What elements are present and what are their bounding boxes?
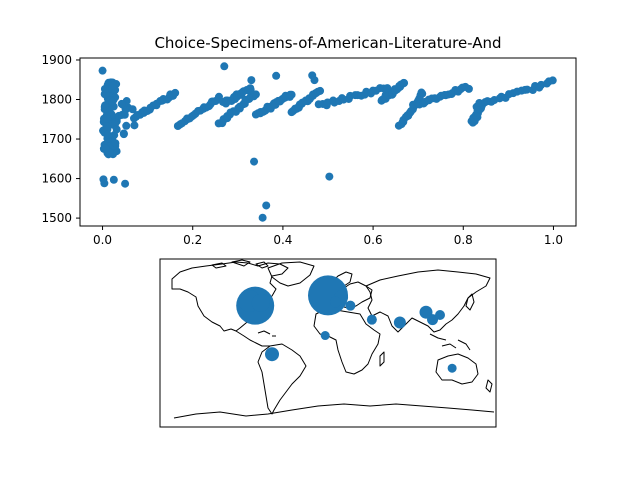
scatter-point (287, 90, 296, 99)
scatter-point (111, 139, 120, 148)
japan-coastline (465, 293, 475, 311)
map-bubble (447, 363, 457, 373)
scatter-point (247, 76, 256, 85)
map-bubble (265, 347, 279, 362)
scatter-point (548, 76, 557, 85)
scatter-point (310, 76, 319, 85)
scatter-point (272, 71, 281, 80)
map-bubble (345, 300, 356, 311)
scatter-point (98, 66, 107, 75)
y-tick-label: 1500 (41, 211, 72, 225)
y-axis-ticks: 1500 1600 1700 1800 1900 (41, 53, 80, 225)
arctic-islands (211, 259, 269, 269)
scatter-point (417, 88, 426, 97)
scatter-point (258, 213, 267, 222)
scatter-point (220, 62, 229, 71)
y-tick-label: 1700 (41, 132, 72, 146)
map-bubble (320, 331, 330, 341)
scatter-point (523, 85, 532, 94)
map-bubble (393, 316, 406, 329)
scatter-point (130, 121, 139, 130)
new-zealand-coastline (485, 379, 493, 393)
x-tick-label: 0.8 (454, 233, 473, 247)
scatter-point (103, 130, 112, 139)
madagascar-coastline (379, 351, 385, 367)
south-america-coastline (257, 343, 307, 415)
map-bubble (427, 314, 439, 326)
scatter-point (122, 121, 131, 130)
scatter-point (109, 175, 118, 184)
africa-coastline (313, 309, 381, 375)
x-tick-label: 1.0 (544, 233, 563, 247)
antarctica-coastline (173, 403, 495, 419)
southeast-asia-islands (429, 333, 471, 351)
scatter-point (108, 97, 117, 106)
world-map-chart (159, 258, 497, 428)
scatter-point (121, 179, 130, 188)
scatter-point (100, 179, 109, 188)
scatter-point (103, 114, 112, 123)
y-tick-label: 1800 (41, 93, 72, 107)
scatter-point (325, 172, 334, 181)
map-bubble (366, 314, 377, 325)
scatter-point (128, 105, 137, 114)
scatter-point (119, 129, 128, 138)
scatter-point (246, 84, 255, 93)
scatter-point (120, 110, 129, 119)
scatter-point (399, 78, 408, 87)
x-tick-label: 0.6 (364, 233, 383, 247)
australia-coastline (435, 353, 479, 385)
greenland-coastline (267, 261, 315, 287)
scatter-point (250, 157, 259, 166)
map-bubble (435, 310, 445, 320)
map-bubble (251, 293, 270, 312)
scatter-point (100, 85, 109, 94)
plot-frame (79, 57, 577, 227)
x-tick-label: 0.0 (93, 233, 112, 247)
scatter-point (464, 84, 473, 93)
scandinavia-coastline (331, 271, 353, 287)
scatter-point (112, 125, 121, 134)
map-frame (159, 258, 497, 428)
caribbean-coastline (257, 330, 276, 337)
y-tick-label: 1600 (41, 172, 72, 186)
scatter-point (101, 144, 110, 153)
x-axis-ticks: 0.0 0.2 0.4 0.6 0.8 1.0 (93, 226, 563, 247)
scatter-point (251, 90, 260, 99)
scatter-point (262, 201, 271, 210)
scatter-point (316, 86, 325, 95)
central-america-coastline (235, 330, 270, 347)
scatter-point (109, 81, 118, 90)
x-tick-label: 0.2 (183, 233, 202, 247)
scatter-points (98, 62, 557, 222)
asia-coastline (365, 269, 491, 333)
y-tick-label: 1900 (41, 53, 72, 67)
scatter-point (171, 88, 180, 97)
chart-title: Choice-Specimens-of-American-Literature-… (154, 34, 501, 52)
map-bubbles (236, 275, 457, 373)
x-tick-label: 0.4 (273, 233, 292, 247)
scatter-chart: Choice-Specimens-of-American-Literature-… (41, 34, 577, 247)
scatter-point (117, 99, 126, 108)
map-bubble (329, 296, 341, 308)
